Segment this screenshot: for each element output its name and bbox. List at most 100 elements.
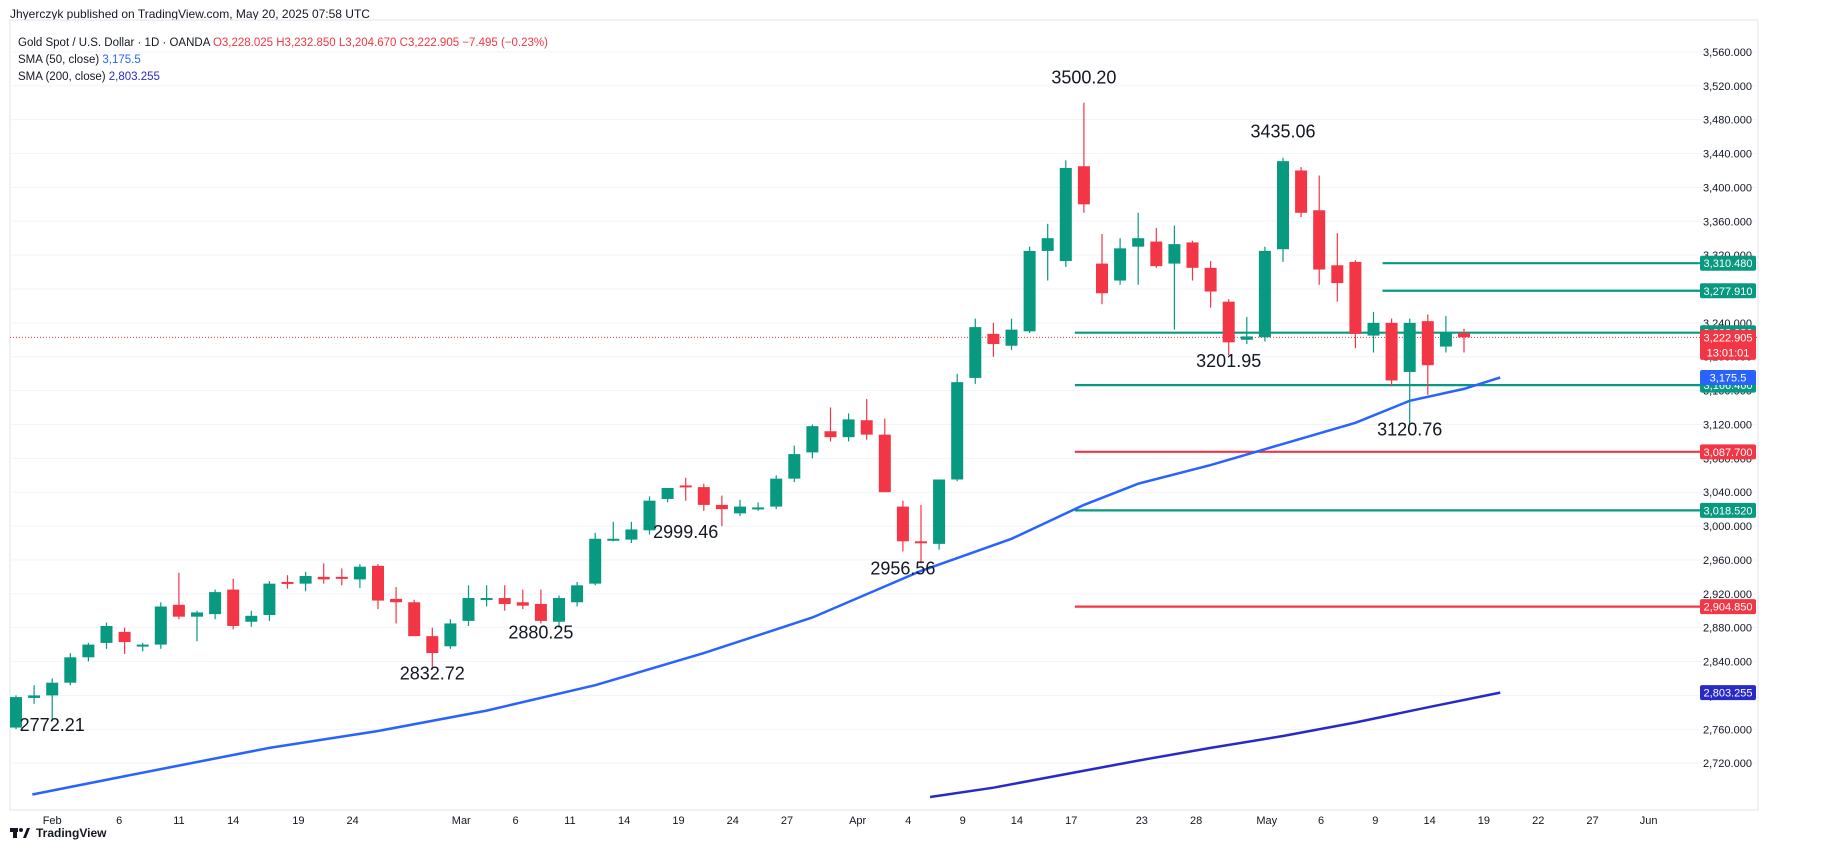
candle-up (571, 585, 584, 603)
tradingview-brand: TradingView (36, 826, 107, 840)
candle-down (498, 598, 511, 604)
candle-down (896, 506, 909, 542)
candle-down (118, 631, 131, 643)
candle-down (1458, 333, 1470, 338)
candle-up (1439, 333, 1452, 347)
price-badge: 3,222.905 (1704, 332, 1753, 344)
candle-up (82, 644, 95, 658)
y-tick-label: 3,560.000 (1703, 47, 1752, 59)
candle-up (191, 612, 203, 617)
x-tick-label: Jun (1640, 815, 1658, 827)
y-tick-label: 2,760.000 (1703, 724, 1752, 736)
price-annotation: 3120.76 (1377, 420, 1442, 440)
x-tick-label: 11 (173, 815, 184, 827)
candle-up (607, 538, 620, 541)
price-annotation: 2880.25 (508, 623, 573, 643)
candle-up (444, 623, 457, 647)
candle-up (46, 682, 59, 696)
symbol-row: Gold Spot / U.S. Dollar · 1D · OANDA O3,… (18, 35, 548, 52)
candle-down (1150, 241, 1163, 267)
tradingview-logo-icon (10, 827, 30, 839)
price-badge-bg (1700, 369, 1756, 385)
candle-up (788, 454, 801, 479)
candle-up (589, 538, 602, 584)
candle-down (426, 636, 439, 654)
candle-up (1240, 336, 1253, 340)
tradingview-footer[interactable]: TradingView (10, 826, 106, 840)
y-tick-label: 3,040.000 (1703, 487, 1752, 499)
candle-down (390, 598, 403, 603)
candle-down (227, 589, 240, 626)
y-tick-label: 2,840.000 (1703, 657, 1752, 669)
price-badge-countdown: 13:01:01 (1707, 347, 1750, 359)
candle-down (372, 565, 384, 601)
x-tick-label: 4 (905, 815, 911, 827)
sma50-row[interactable]: SMA (50, close) 3,175.5 (18, 52, 548, 69)
level-badge-bg (1700, 255, 1756, 271)
plot-border (9, 19, 1759, 811)
candle-down (1186, 242, 1199, 268)
candle-up (1132, 238, 1145, 247)
y-tick-label: 3,480.000 (1703, 115, 1752, 127)
candle-up (1403, 322, 1416, 372)
candle-down (860, 420, 873, 435)
candle-up (1367, 322, 1380, 336)
candle-up (1059, 167, 1072, 262)
candle-down (172, 604, 185, 617)
candle-down (408, 602, 421, 637)
candle-up (1168, 244, 1181, 264)
candle-down (1313, 210, 1326, 270)
x-tick-label: 24 (347, 815, 359, 827)
x-tick-label: 19 (1478, 815, 1490, 827)
x-tick-label: 27 (781, 815, 793, 827)
candle-up (136, 644, 149, 647)
candle-down (1421, 321, 1434, 366)
symbol-name[interactable]: Gold Spot / U.S. Dollar · 1D · OANDA (18, 37, 210, 49)
candle-down (987, 333, 1000, 345)
y-tick-label: 2,720.000 (1703, 758, 1752, 770)
x-tick-label: 23 (1136, 815, 1148, 827)
candle-up (734, 506, 746, 514)
candle-down (317, 576, 330, 580)
price-badge-bg (1700, 685, 1756, 701)
candle-up (1114, 248, 1127, 281)
y-tick-label: 2,920.000 (1703, 589, 1752, 601)
x-tick-label: 6 (116, 815, 122, 827)
sma200-row[interactable]: SMA (200, close) 2,803.255 (18, 69, 548, 86)
candle-down (1385, 322, 1398, 381)
y-tick-label: 3,520.000 (1703, 81, 1752, 93)
price-annotation: 2772.21 (20, 715, 85, 735)
candle-up (245, 615, 258, 622)
sma50-line (32, 376, 1501, 796)
x-tick-label: Feb (43, 815, 62, 827)
candle-down (516, 602, 529, 606)
candle-up (1258, 250, 1271, 338)
candle-down (1349, 261, 1362, 334)
price-badge: 2,803.255 (1704, 688, 1753, 700)
candle-up (951, 382, 964, 480)
x-tick-label: 19 (292, 815, 304, 827)
candle-down (878, 434, 891, 493)
candle-up (625, 529, 638, 540)
x-tick-label: 14 (1011, 815, 1023, 827)
price-badge: 3,175.5 (1710, 372, 1747, 384)
x-tick-label: 9 (960, 815, 966, 827)
candle-down (715, 504, 728, 510)
candle-down (1204, 267, 1217, 292)
price-annotation: 3500.20 (1051, 67, 1116, 87)
candle-down (335, 576, 348, 579)
candle-up (299, 576, 312, 584)
y-tick-label: 2,960.000 (1703, 555, 1752, 567)
y-tick-label: 3,440.000 (1703, 149, 1752, 161)
y-tick-label: 3,120.000 (1703, 419, 1752, 431)
candle-down (1096, 263, 1108, 294)
y-tick-label: 3,000.000 (1703, 521, 1752, 533)
x-tick-label: 22 (1532, 815, 1544, 827)
candle-up (462, 598, 475, 621)
ohlc-values: O3,228.025 H3,232.850 L3,204.670 C3,222.… (212, 37, 548, 49)
sma200-label: SMA (200, close) (18, 71, 106, 83)
x-tick-label: Apr (849, 815, 866, 827)
candle-down (1222, 301, 1235, 343)
candle-up (553, 598, 565, 622)
